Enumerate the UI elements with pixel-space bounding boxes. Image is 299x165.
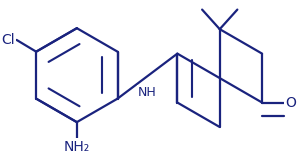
Text: Cl: Cl (1, 33, 15, 47)
Text: NH₂: NH₂ (64, 140, 90, 154)
Text: NH: NH (138, 86, 157, 99)
Text: O: O (286, 96, 297, 110)
